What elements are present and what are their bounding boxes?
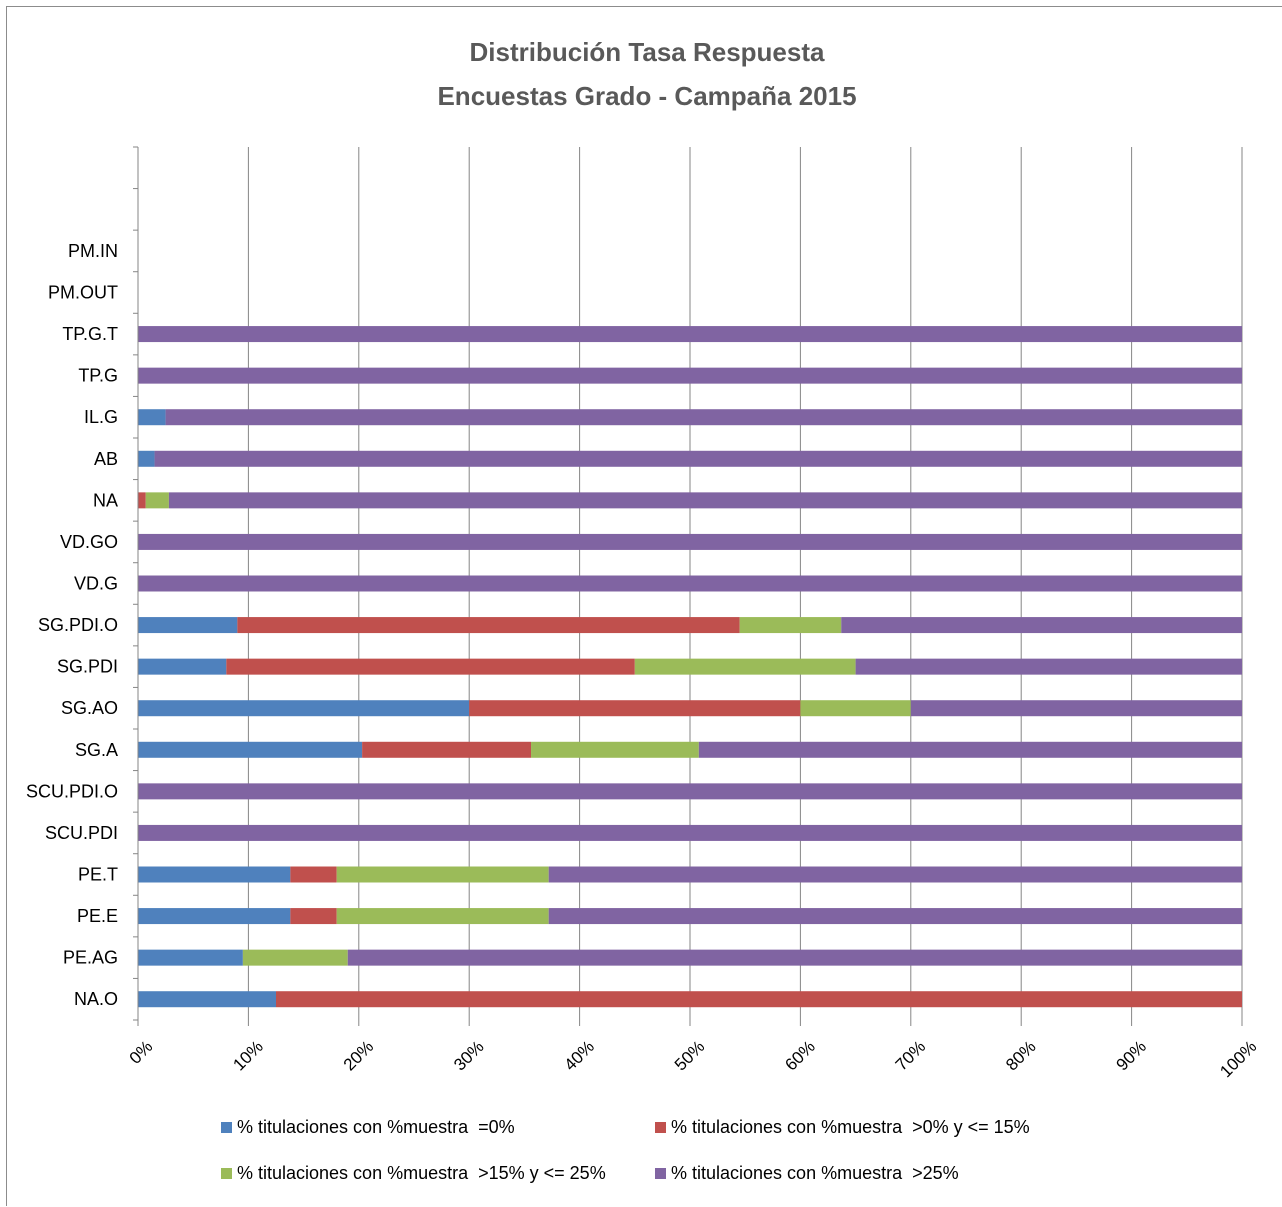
- bar-segment: [347, 949, 1242, 966]
- bar-segment: [138, 409, 166, 426]
- bar-segment: [237, 617, 740, 634]
- category-label: AB: [94, 449, 118, 469]
- bar-segment: [138, 367, 1242, 384]
- category-label: PM.OUT: [48, 283, 118, 303]
- bar-segment: [138, 700, 470, 717]
- category-label: NA.O: [74, 989, 118, 1009]
- category-label: SG.PDI: [57, 657, 118, 677]
- legend-label: % titulaciones con %muestra >0% y <= 15%: [671, 1117, 1030, 1137]
- bar-segment: [469, 700, 801, 717]
- x-tick-label: 40%: [561, 1037, 598, 1074]
- bar-segment: [138, 949, 243, 966]
- bar-segment: [168, 492, 1243, 509]
- category-label: PM.IN: [68, 241, 118, 261]
- bars: [138, 326, 1243, 1008]
- category-label: VD.GO: [60, 532, 118, 552]
- bar-segment: [138, 617, 238, 634]
- category-label: SG.A: [75, 740, 118, 760]
- category-label: SG.PDI.O: [38, 615, 118, 635]
- bar-segment: [336, 908, 549, 925]
- legend-label: % titulaciones con %muestra >25%: [671, 1163, 959, 1183]
- chart-title-line-2: Encuestas Grado - Campaña 2015: [437, 81, 856, 111]
- bar-segment: [290, 866, 337, 883]
- x-tick-label: 60%: [781, 1037, 818, 1074]
- x-tick-label: 70%: [892, 1037, 929, 1074]
- legend-label: % titulaciones con %muestra >15% y <= 25…: [237, 1163, 606, 1183]
- bar-segment: [548, 866, 1242, 883]
- legend-swatch: [221, 1122, 232, 1133]
- chart-frame: Distribución Tasa Respuesta Encuestas Gr…: [6, 6, 1282, 1206]
- category-label: PE.T: [78, 865, 118, 885]
- x-tick-label: 100%: [1216, 1037, 1260, 1081]
- bar-segment: [855, 658, 1242, 675]
- chart-title-line-1: Distribución Tasa Respuesta: [470, 37, 825, 67]
- bar-segment: [138, 991, 276, 1008]
- bar-segment: [138, 741, 363, 758]
- bar-segment: [362, 741, 532, 758]
- bar-segment: [138, 450, 155, 467]
- legend-swatch: [655, 1122, 666, 1133]
- bar-segment: [138, 326, 1242, 343]
- bar-segment: [145, 492, 169, 509]
- legend-swatch: [655, 1168, 666, 1179]
- bar-segment: [548, 908, 1242, 925]
- category-label: TP.G: [78, 366, 118, 386]
- x-tick-label: 20%: [340, 1037, 377, 1074]
- x-tick-label: 10%: [229, 1037, 266, 1074]
- category-label: SG.AO: [61, 698, 118, 718]
- category-labels: PM.IN PM.OUT TP.G.T TP.G IL.G AB NA VD.GO VD.G SG…: [26, 241, 118, 1009]
- category-label: SCU.PDI.O: [26, 781, 118, 801]
- bar-segment: [910, 700, 1242, 717]
- bar-segment: [800, 700, 911, 717]
- bar-segment: [634, 658, 856, 675]
- bar-segment: [698, 741, 1242, 758]
- category-label: VD.G: [74, 574, 118, 594]
- legend-swatch: [221, 1168, 232, 1179]
- bar-segment: [841, 617, 1242, 634]
- bar-segment: [242, 949, 348, 966]
- bar-segment: [138, 783, 1242, 800]
- bar-segment: [226, 658, 635, 675]
- x-tick-label: 0%: [126, 1037, 157, 1068]
- bar-segment: [154, 450, 1242, 467]
- bar-segment: [138, 492, 146, 509]
- category-label: PE.E: [77, 906, 118, 926]
- bar-segment: [165, 409, 1243, 426]
- x-tick-label: 30%: [450, 1037, 487, 1074]
- x-tick-labels: 0% 10% 20% 30% 40% 50% 60% 70% 80% 90% 100%: [126, 1037, 1261, 1081]
- legend-label: % titulaciones con %muestra =0%: [237, 1117, 515, 1137]
- bar-segment: [138, 575, 1242, 592]
- category-label: IL.G: [84, 407, 118, 427]
- bar-segment: [138, 533, 1242, 550]
- bar-segment: [290, 908, 337, 925]
- chart-svg: Distribución Tasa Respuesta Encuestas Gr…: [26, 37, 1261, 1183]
- bar-segment: [138, 866, 291, 883]
- bar-segment: [531, 741, 699, 758]
- legend: % titulaciones con %muestra =0% % titulac…: [221, 1117, 1030, 1183]
- category-label: SCU.PDI: [45, 823, 118, 843]
- x-tick-label: 90%: [1113, 1037, 1150, 1074]
- category-label: PE.AG: [63, 948, 118, 968]
- bar-segment: [138, 658, 227, 675]
- bar-segment: [138, 908, 291, 925]
- bar-segment: [138, 824, 1242, 841]
- category-axis: [133, 146, 139, 1021]
- category-label: TP.G.T: [62, 324, 118, 344]
- bar-segment: [276, 991, 1242, 1008]
- chart-title: Distribución Tasa Respuesta Encuestas Gr…: [437, 37, 856, 111]
- x-tick-label: 50%: [671, 1037, 708, 1074]
- bar-segment: [336, 866, 549, 883]
- bar-segment: [739, 617, 842, 634]
- category-label: NA: [93, 490, 118, 510]
- x-tick-label: 80%: [1002, 1037, 1039, 1074]
